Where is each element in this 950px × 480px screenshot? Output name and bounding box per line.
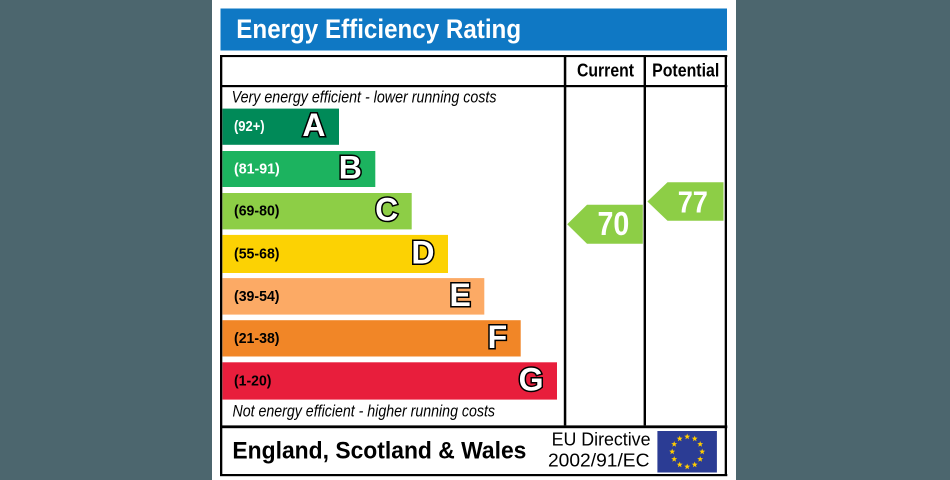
svg-text:E: E xyxy=(449,277,470,313)
svg-text:Energy Efficiency Rating: Energy Efficiency Rating xyxy=(236,14,521,44)
svg-text:C: C xyxy=(375,192,398,228)
svg-text:(81-91): (81-91) xyxy=(234,161,280,177)
svg-text:Very energy efficient - lower: Very energy efficient - lower running co… xyxy=(232,88,497,106)
svg-text:Potential: Potential xyxy=(652,61,719,81)
svg-text:(55-68): (55-68) xyxy=(234,246,280,262)
svg-text:(39-54): (39-54) xyxy=(234,289,280,305)
svg-text:A: A xyxy=(302,107,325,143)
svg-text:(92+): (92+) xyxy=(234,119,265,135)
svg-text:(69-80): (69-80) xyxy=(234,204,280,220)
svg-text:G: G xyxy=(519,361,544,397)
svg-text:2002/91/EC: 2002/91/EC xyxy=(548,451,650,471)
svg-text:Current: Current xyxy=(577,61,634,81)
svg-text:D: D xyxy=(411,234,434,270)
svg-text:77: 77 xyxy=(678,184,708,219)
svg-text:(21-38): (21-38) xyxy=(234,331,280,347)
svg-text:F: F xyxy=(488,319,508,355)
svg-text:England, Scotland & Wales: England, Scotland & Wales xyxy=(232,438,526,465)
svg-text:Not energy efficient - higher: Not energy efficient - higher running co… xyxy=(233,403,496,421)
svg-text:EU Directive: EU Directive xyxy=(552,430,651,450)
svg-text:70: 70 xyxy=(598,205,630,242)
svg-text:(1-20): (1-20) xyxy=(234,373,272,389)
svg-text:B: B xyxy=(339,149,362,185)
